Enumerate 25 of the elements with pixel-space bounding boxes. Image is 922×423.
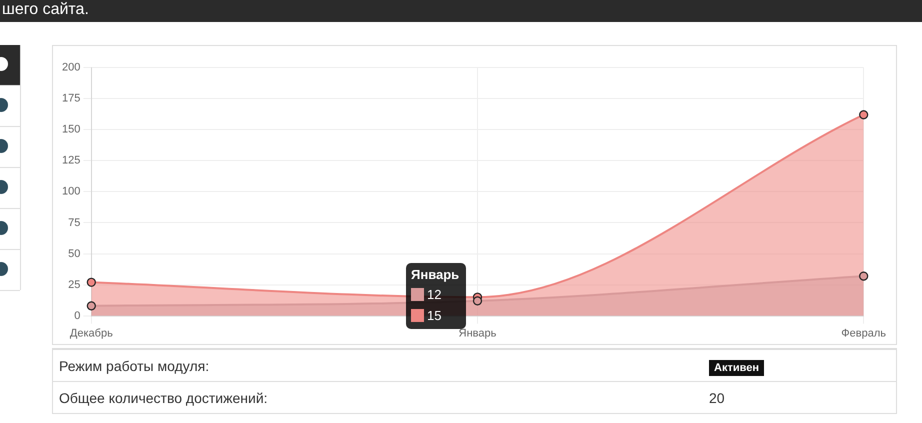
y-tick-label: 200	[62, 62, 80, 74]
x-tick-label: Декабрь	[70, 327, 114, 340]
y-tick-label: 150	[62, 124, 80, 136]
text: Активен	[709, 360, 764, 376]
y-tick-label: 100	[62, 186, 80, 198]
annotation: 15	[427, 308, 442, 323]
y-tick-label: 75	[68, 216, 80, 229]
text: Режим работы модуля:	[58, 358, 210, 374]
point	[86, 278, 96, 287]
point	[86, 301, 96, 310]
point	[472, 296, 482, 306]
y-tick-label: 25	[68, 278, 80, 291]
x-tick-label: Февраль	[841, 327, 886, 340]
y-tick-label: 125	[62, 154, 80, 167]
text: 20	[709, 390, 725, 406]
annotation: Январь	[411, 266, 460, 284]
text: Общее количество достижений:	[58, 390, 269, 406]
y-tick-label: 175	[62, 92, 80, 105]
x-tick-label: Январь	[458, 327, 497, 340]
point	[859, 110, 868, 120]
annotation: 12	[427, 287, 442, 302]
point	[859, 271, 868, 281]
y-tick-label: 50	[68, 248, 80, 260]
text: шего сайта.	[0, 0, 922, 22]
y-tick-label: 0	[74, 310, 80, 322]
